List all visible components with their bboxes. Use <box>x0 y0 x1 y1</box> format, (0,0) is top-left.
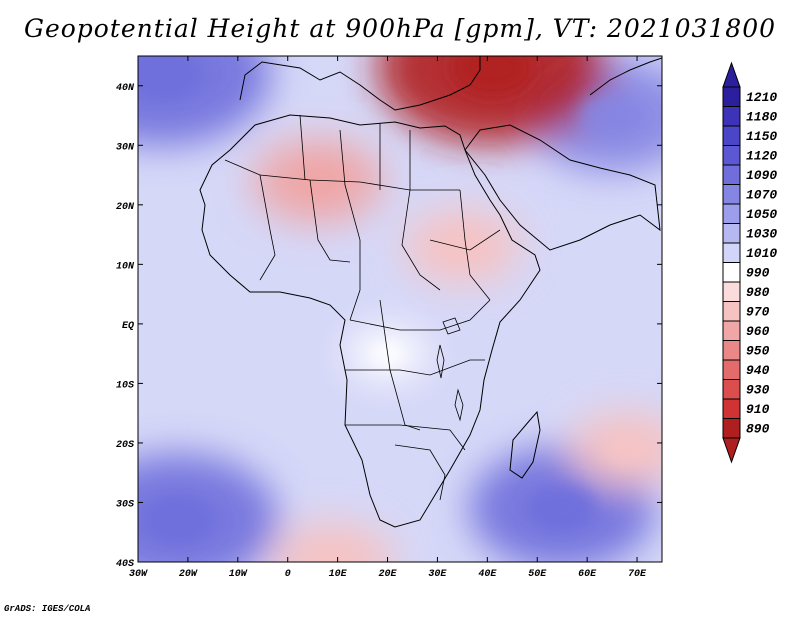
africa-coastline <box>199 114 541 528</box>
colorbar: 1210 1180 1150 1120 1090 1070 1050 1030 1010 990 9… <box>722 61 777 464</box>
colorbar-label: 1090 <box>746 168 777 183</box>
colorbar-swatch <box>722 106 741 127</box>
lat-tick-label: 40S <box>116 559 134 570</box>
colorbar-swatch <box>722 301 741 322</box>
madagascar-coastline <box>509 410 541 479</box>
lake-tanganyika <box>436 344 445 379</box>
colorbar-label: 1010 <box>746 246 777 261</box>
lon-tick-label: 0 <box>285 569 291 580</box>
lat-tick-label: EQ <box>122 321 134 332</box>
height-field <box>138 56 662 562</box>
field-high-8 <box>269 520 396 562</box>
colorbar-swatch <box>722 340 741 361</box>
lat-tick-label: 40N <box>116 83 135 94</box>
lat-tick-label: 20N <box>116 202 135 213</box>
colorbar-swatch <box>722 164 741 185</box>
lon-tick-label: 40E <box>478 569 497 580</box>
asia-coastline <box>589 57 662 96</box>
colorbar-label: 990 <box>746 265 770 280</box>
colorbar-label: 930 <box>746 382 770 397</box>
axis-ticks: 30W 20W 10W 0 10E 20E 30E 40E 50E 60E 70E 40N 30N 20N… <box>116 56 662 580</box>
colorbar-swatch <box>722 86 741 107</box>
colorbar-swatch <box>722 262 741 283</box>
lat-tick-label: 10S <box>116 380 134 391</box>
map-title: Geopotential Height at 900hPa [gpm], VT:… <box>23 14 777 43</box>
colorbar-label: 970 <box>746 304 770 319</box>
field-core-high-4 <box>449 56 535 98</box>
lat-tick-label: 20S <box>116 440 134 451</box>
colorbar-label: 1050 <box>746 207 777 222</box>
lon-tick-label: 50E <box>528 569 547 580</box>
colorbar-label: 1180 <box>746 109 777 124</box>
colorbar-label: 1210 <box>746 90 777 105</box>
lon-tick-label: 20W <box>179 569 198 580</box>
coastlines <box>199 56 662 528</box>
colorbar-swatch <box>722 242 741 263</box>
colorbar-label: 960 <box>746 324 770 339</box>
field-core-high-8 <box>309 546 356 562</box>
lat-tick-label: 30N <box>116 142 135 153</box>
colorbar-swatch <box>722 359 741 380</box>
lakes <box>436 317 464 422</box>
lon-tick-label: 10E <box>329 569 348 580</box>
colorbar-swatch <box>722 398 741 419</box>
colorbar-label: 1150 <box>746 129 777 144</box>
lat-tick-label: 10N <box>116 261 135 272</box>
colorbar-label: 950 <box>746 343 770 358</box>
lake-malawi <box>454 388 464 422</box>
lon-tick-label: 30E <box>428 569 447 580</box>
colorbar-label: 890 <box>746 421 770 436</box>
europe-coastline <box>239 56 481 111</box>
lat-tick-label: 30S <box>116 499 134 510</box>
field-core-low-2 <box>138 56 203 102</box>
plot-frame <box>137 55 663 563</box>
colorbar-swatch <box>722 125 741 146</box>
colorbar-label: 1070 <box>746 187 777 202</box>
colorbar-top-cap <box>722 61 741 88</box>
field-high-4 <box>376 56 608 145</box>
lon-tick-label: 10W <box>229 569 248 580</box>
field-core-low-0 <box>141 494 215 546</box>
colorbar-label: 980 <box>746 285 770 300</box>
colorbar-swatch <box>722 379 741 400</box>
colorbar-swatch <box>722 145 741 166</box>
colorbar-swatch <box>722 320 741 341</box>
colorbar-bottom-cap <box>722 437 741 464</box>
colorbar-label: 1120 <box>746 148 777 163</box>
colorbar-label: 910 <box>746 402 770 417</box>
lon-tick-label: 70E <box>628 569 647 580</box>
lon-tick-label: 30W <box>129 569 148 580</box>
field-core-high-7 <box>605 433 649 464</box>
colorbar-label: 940 <box>746 363 770 378</box>
field-core-low-3 <box>580 93 644 138</box>
lake-victoria <box>442 317 461 335</box>
colorbar-swatch <box>722 223 741 244</box>
colorbar-swatch <box>722 418 741 439</box>
colorbar-swatch <box>722 184 741 205</box>
field-core-high-6 <box>293 164 343 198</box>
arabia-coastline <box>464 124 661 251</box>
lon-tick-label: 20E <box>379 569 398 580</box>
field-core-low-1 <box>528 484 597 532</box>
colorbar-swatch <box>722 281 741 302</box>
colorbar-swatch <box>722 203 741 224</box>
field-core-high-5 <box>440 231 485 262</box>
lon-tick-label: 60E <box>578 569 597 580</box>
country-borders <box>224 114 501 501</box>
credit-label: GrADS: IGES/COLA <box>4 604 91 614</box>
colorbar-label: 1030 <box>746 226 777 241</box>
